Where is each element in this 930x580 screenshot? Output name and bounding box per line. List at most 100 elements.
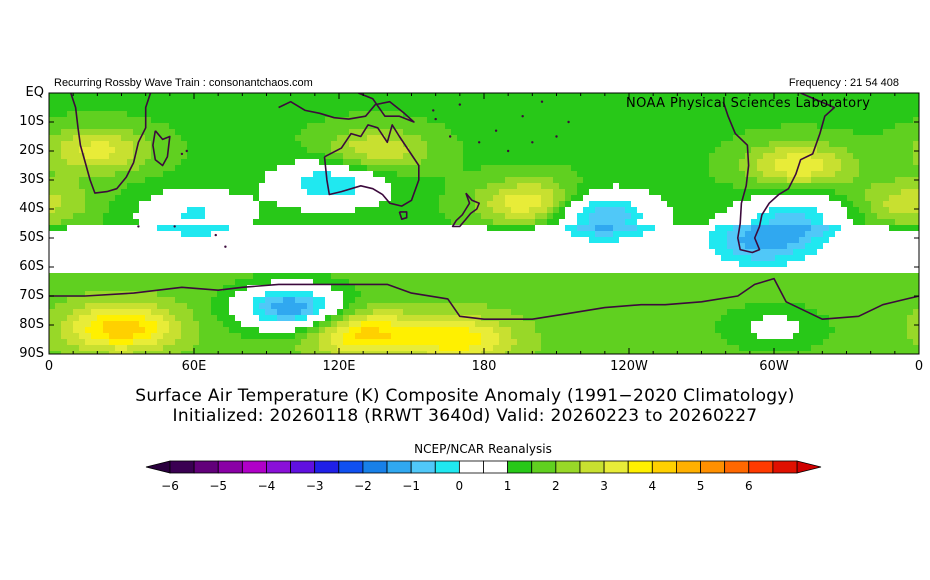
field-cell bbox=[127, 159, 133, 165]
field-cell bbox=[187, 345, 193, 351]
field-cell bbox=[223, 171, 229, 177]
field-cell bbox=[445, 339, 451, 345]
field-cell bbox=[61, 159, 67, 165]
field-cell bbox=[73, 93, 79, 99]
field-cell bbox=[265, 219, 271, 225]
field-cell bbox=[547, 285, 553, 291]
field-cell bbox=[109, 99, 115, 105]
field-cell bbox=[817, 219, 823, 225]
field-cell bbox=[661, 123, 667, 129]
field-cell bbox=[817, 321, 823, 327]
field-cell bbox=[541, 201, 547, 207]
field-cell bbox=[811, 183, 817, 189]
field-cell bbox=[307, 135, 313, 141]
field-cell bbox=[793, 165, 799, 171]
field-cell bbox=[499, 303, 505, 309]
field-cell bbox=[811, 219, 817, 225]
field-cell bbox=[91, 345, 97, 351]
field-cell bbox=[667, 153, 673, 159]
field-cell bbox=[865, 351, 871, 354]
field-cell bbox=[691, 147, 697, 153]
field-cell bbox=[295, 147, 301, 153]
field-cell bbox=[247, 279, 253, 285]
field-cell bbox=[343, 273, 349, 279]
field-cell bbox=[301, 141, 307, 147]
field-cell bbox=[691, 171, 697, 177]
field-cell bbox=[775, 255, 781, 261]
field-cell bbox=[169, 165, 175, 171]
field-cell bbox=[127, 111, 133, 117]
field-cell bbox=[511, 321, 517, 327]
field-cell bbox=[451, 333, 457, 339]
field-cell bbox=[397, 315, 403, 321]
field-cell bbox=[481, 291, 487, 297]
field-cell bbox=[565, 171, 571, 177]
field-cell bbox=[877, 111, 883, 117]
field-cell bbox=[571, 177, 577, 183]
field-cell bbox=[487, 183, 493, 189]
field-cell bbox=[553, 291, 559, 297]
field-cell bbox=[913, 153, 919, 159]
field-cell bbox=[907, 117, 913, 123]
field-cell bbox=[421, 111, 427, 117]
field-cell bbox=[49, 225, 55, 231]
field-cell bbox=[769, 99, 775, 105]
field-cell bbox=[775, 129, 781, 135]
field-cell bbox=[727, 147, 733, 153]
field-cell bbox=[97, 207, 103, 213]
field-cell bbox=[253, 171, 259, 177]
field-cell bbox=[511, 117, 517, 123]
field-cell bbox=[823, 231, 829, 237]
field-cell bbox=[601, 315, 607, 321]
field-cell bbox=[67, 351, 73, 354]
field-cell bbox=[505, 183, 511, 189]
field-cell bbox=[709, 315, 715, 321]
field-cell bbox=[913, 93, 919, 99]
field-cell bbox=[103, 303, 109, 309]
field-cell bbox=[655, 183, 661, 189]
field-cell bbox=[199, 291, 205, 297]
field-cell bbox=[127, 327, 133, 333]
field-cell bbox=[781, 219, 787, 225]
field-cell bbox=[283, 99, 289, 105]
field-cell bbox=[823, 177, 829, 183]
field-cell bbox=[499, 195, 505, 201]
field-cell bbox=[229, 153, 235, 159]
field-cell bbox=[415, 333, 421, 339]
field-cell bbox=[193, 99, 199, 105]
field-cell bbox=[121, 219, 127, 225]
field-cell bbox=[913, 315, 919, 321]
field-cell bbox=[289, 123, 295, 129]
field-cell bbox=[883, 273, 889, 279]
field-cell bbox=[463, 333, 469, 339]
field-cell bbox=[529, 105, 535, 111]
field-cell bbox=[115, 219, 121, 225]
field-cell bbox=[553, 117, 559, 123]
field-cell bbox=[883, 315, 889, 321]
field-cell bbox=[541, 297, 547, 303]
field-cell bbox=[55, 147, 61, 153]
field-cell bbox=[847, 129, 853, 135]
field-cell bbox=[697, 333, 703, 339]
field-cell bbox=[565, 159, 571, 165]
field-cell bbox=[529, 273, 535, 279]
field-cell bbox=[451, 159, 457, 165]
field-cell bbox=[241, 117, 247, 123]
field-cell bbox=[211, 99, 217, 105]
field-cell bbox=[661, 189, 667, 195]
field-cell bbox=[643, 297, 649, 303]
field-cell bbox=[841, 135, 847, 141]
field-cell bbox=[433, 207, 439, 213]
field-cell bbox=[553, 183, 559, 189]
field-cell bbox=[343, 279, 349, 285]
field-cell bbox=[859, 105, 865, 111]
field-cell bbox=[349, 279, 355, 285]
field-cell bbox=[637, 183, 643, 189]
field-cell bbox=[463, 153, 469, 159]
field-cell bbox=[841, 99, 847, 105]
field-cell bbox=[637, 351, 643, 354]
field-cell bbox=[271, 135, 277, 141]
field-cell bbox=[913, 339, 919, 345]
field-cell bbox=[907, 225, 913, 231]
field-cell bbox=[625, 273, 631, 279]
